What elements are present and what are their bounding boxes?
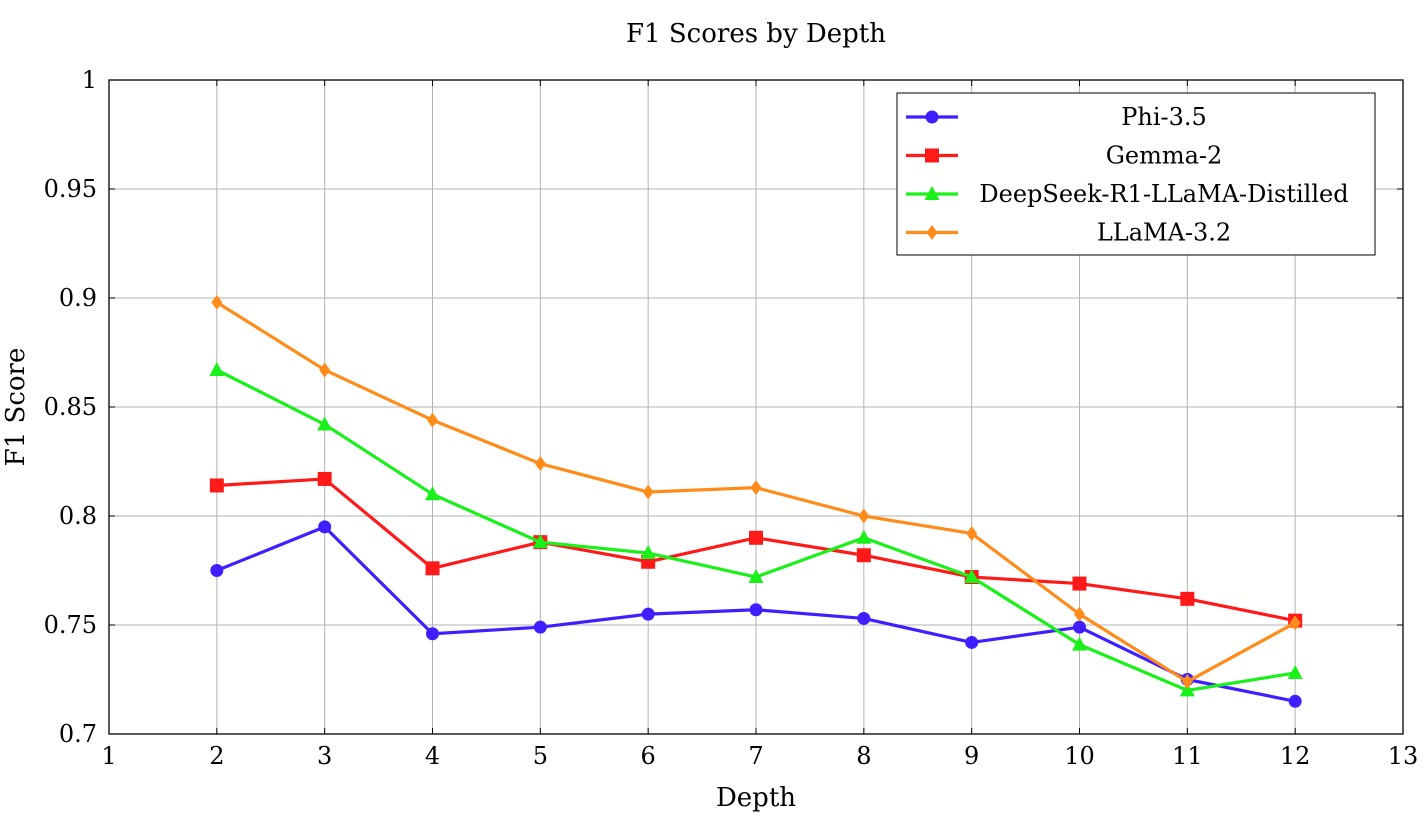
- data-point-llama-3-2: [750, 480, 762, 496]
- x-tick-label: 13: [1388, 742, 1419, 770]
- x-tick-label: 11: [1172, 742, 1203, 770]
- legend: Phi-3.5 Gemma-2 DeepSeek-R1-LLaMA-Distille…: [896, 92, 1376, 256]
- data-point-llama-3-2: [1074, 606, 1085, 622]
- y-tick-label: 0.8: [59, 502, 97, 530]
- data-point-phi-3-5: [857, 611, 871, 625]
- legend-box: [896, 92, 1376, 256]
- data-point-phi-3-5: [1073, 620, 1086, 634]
- legend-item-deepseek-r1-llama-distilled: DeepSeek-R1-LLaMA-Distilled: [906, 180, 1349, 208]
- y-tick-label: 0.95: [44, 175, 97, 203]
- data-point-deepseek-r1-llama-distilled: [209, 361, 225, 376]
- data-point-llama-3-2: [1181, 674, 1193, 690]
- legend-label: Phi-3.5: [1121, 103, 1207, 131]
- data-point-gemma-2: [317, 471, 332, 486]
- data-point-llama-3-2: [427, 412, 438, 428]
- y-tick-label: 0.9: [59, 284, 97, 312]
- series-llama-3-2: [211, 294, 1301, 690]
- data-point-deepseek-r1-llama-distilled: [317, 416, 333, 431]
- data-point-llama-3-2: [319, 362, 331, 378]
- data-point-llama-3-2: [534, 456, 546, 472]
- x-tick-label: 3: [317, 742, 332, 770]
- data-point-phi-3-5: [210, 564, 224, 577]
- legend-marker: [925, 110, 939, 124]
- legend-item-llama-3-2: LLaMA-3.2: [906, 219, 1231, 247]
- series-gemma-2: [209, 471, 1303, 628]
- legend-item-gemma-2: Gemma-2: [906, 142, 1222, 170]
- legend-marker: [925, 148, 939, 163]
- data-point-deepseek-r1-llama-distilled: [748, 569, 764, 584]
- y-tick-label: 0.75: [44, 611, 97, 639]
- legend-item-phi-3-5: Phi-3.5: [906, 103, 1207, 131]
- data-point-phi-3-5: [318, 520, 332, 534]
- legend-label: DeepSeek-R1-LLaMA-Distilled: [979, 180, 1348, 208]
- data-point-deepseek-r1-llama-distilled: [532, 534, 548, 549]
- legend-marker: [926, 225, 938, 240]
- data-point-gemma-2: [1180, 591, 1195, 606]
- data-point-phi-3-5: [965, 635, 979, 649]
- data-point-phi-3-5: [1288, 694, 1302, 708]
- x-tick-label: 7: [748, 742, 763, 770]
- series-phi-3-5: [210, 520, 1302, 708]
- x-tick-label: 4: [425, 742, 440, 770]
- data-point-gemma-2: [856, 548, 871, 563]
- data-point-phi-3-5: [749, 603, 763, 617]
- legend-marker: [924, 186, 940, 200]
- y-axis-label: F1 Score: [1, 348, 31, 467]
- series-group: [209, 294, 1303, 708]
- chart-title: F1 Scores by Depth: [626, 19, 886, 49]
- legend-label: Gemma-2: [1106, 142, 1223, 170]
- x-axis-label: Depth: [716, 783, 796, 813]
- y-tick-label: 0.7: [59, 720, 97, 748]
- data-point-deepseek-r1-llama-distilled: [856, 529, 872, 544]
- data-point-deepseek-r1-llama-distilled: [1072, 636, 1087, 651]
- data-point-gemma-2: [749, 530, 763, 545]
- data-point-deepseek-r1-llama-distilled: [1179, 682, 1195, 697]
- data-point-phi-3-5: [641, 607, 655, 621]
- y-tick-label: 0.85: [44, 393, 97, 421]
- data-point-llama-3-2: [858, 508, 870, 524]
- x-tick-label: 6: [641, 742, 656, 770]
- x-tick-label: 8: [856, 742, 871, 770]
- y-tick-label: 1: [82, 66, 97, 94]
- data-point-gemma-2: [209, 478, 224, 493]
- x-tick-label: 12: [1280, 742, 1311, 770]
- data-point-llama-3-2: [211, 294, 223, 310]
- data-point-llama-3-2: [642, 484, 654, 500]
- data-point-phi-3-5: [426, 627, 439, 641]
- x-tick-label: 1: [101, 742, 116, 770]
- axes: 1 2 3 4 5 6 7 8 9 10 11 12 130.70.750.80.850.90.951: [44, 66, 1419, 770]
- x-tick-label: 10: [1064, 742, 1095, 770]
- data-point-gemma-2: [425, 561, 440, 576]
- data-point-llama-3-2: [1289, 615, 1301, 631]
- data-point-deepseek-r1-llama-distilled: [425, 486, 440, 501]
- data-point-phi-3-5: [533, 620, 547, 634]
- legend-label: LLaMA-3.2: [1097, 219, 1231, 247]
- plot-area-frame: [108, 79, 1404, 735]
- data-point-deepseek-r1-llama-distilled: [640, 545, 656, 560]
- data-point-gemma-2: [1072, 576, 1087, 591]
- x-tick-label: 5: [533, 742, 548, 770]
- data-point-deepseek-r1-llama-distilled: [964, 569, 980, 584]
- x-tick-label: 9: [964, 742, 979, 770]
- data-point-deepseek-r1-llama-distilled: [1287, 664, 1303, 679]
- data-point-llama-3-2: [966, 525, 978, 541]
- series-deepseek-r1-llama-distilled: [209, 361, 1303, 697]
- x-tick-label: 2: [209, 742, 224, 770]
